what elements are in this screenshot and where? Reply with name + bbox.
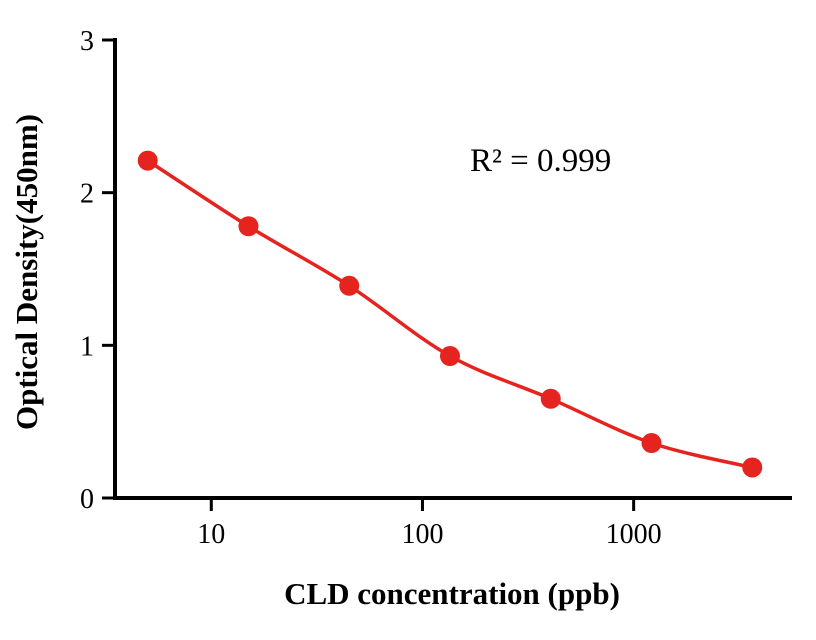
y-axis-title: Optical Density(450nm) xyxy=(9,113,44,431)
y-tick-label: 3 xyxy=(80,26,94,57)
fit-curve xyxy=(146,159,753,470)
x-tick-label: 1000 xyxy=(606,519,662,550)
y-tick-label: 0 xyxy=(80,484,94,515)
data-point xyxy=(540,388,561,409)
data-point xyxy=(439,346,460,367)
data-point xyxy=(742,457,763,478)
data-point xyxy=(641,433,662,454)
r-squared-annotation: R² = 0.999 xyxy=(470,143,612,179)
x-tick-label: 100 xyxy=(401,519,443,550)
data-point xyxy=(137,150,158,171)
x-tick-label: 10 xyxy=(197,519,225,550)
data-point xyxy=(238,216,259,237)
y-tick-label: 1 xyxy=(80,331,94,362)
x-axis-title: CLD concentration (ppb) xyxy=(284,576,620,611)
data-point xyxy=(339,275,360,296)
y-tick-label: 2 xyxy=(80,179,94,210)
